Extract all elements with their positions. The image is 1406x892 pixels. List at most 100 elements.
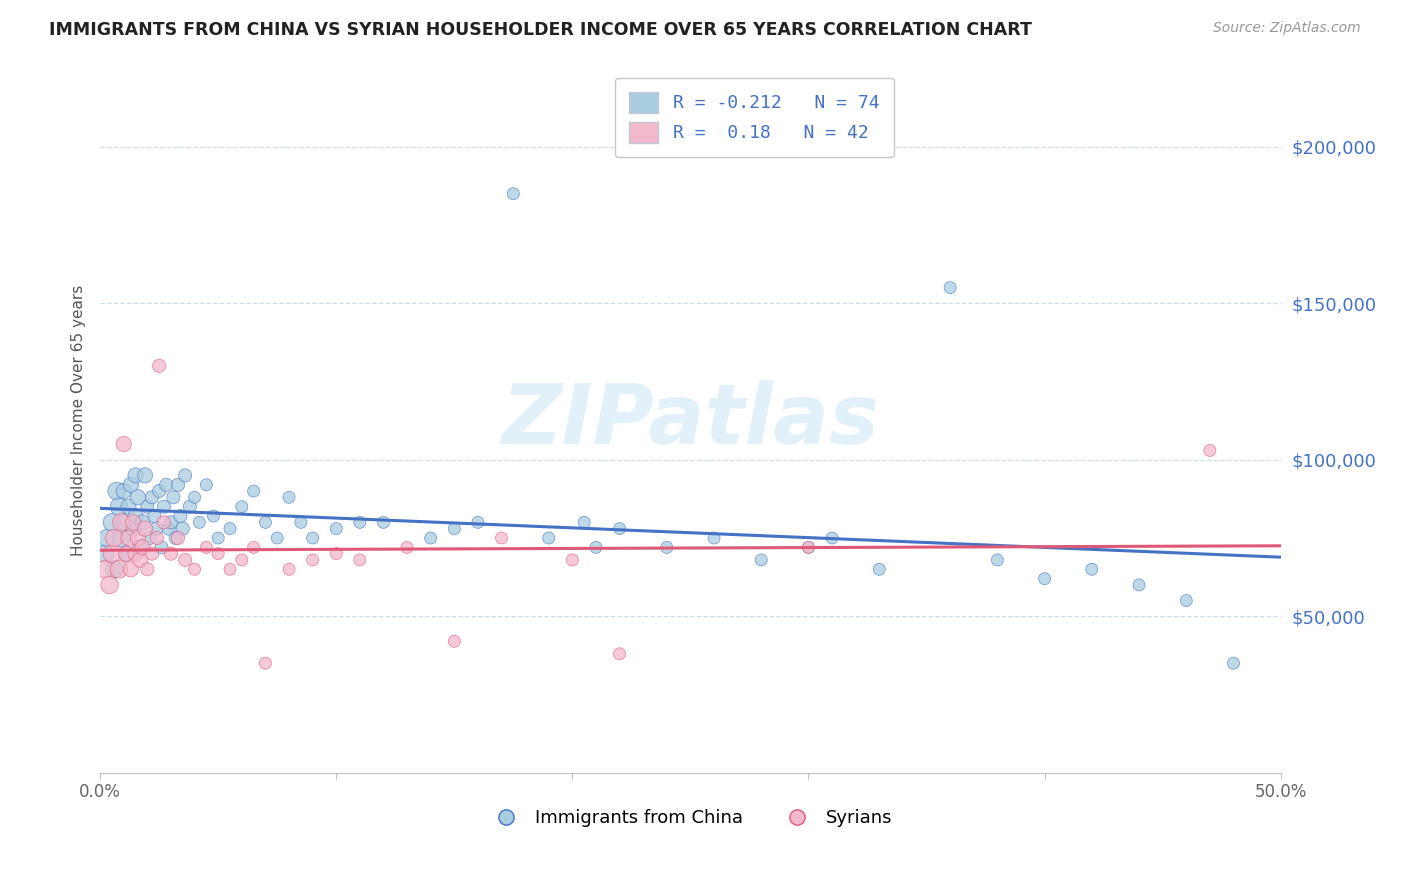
Point xyxy=(174,553,197,567)
Point xyxy=(124,468,146,483)
Text: ZIPatlas: ZIPatlas xyxy=(502,380,879,461)
Point xyxy=(117,531,139,545)
Point xyxy=(136,500,159,514)
Point xyxy=(443,634,465,648)
Point xyxy=(169,509,191,524)
Point xyxy=(231,553,253,567)
Point xyxy=(162,491,184,505)
Point xyxy=(174,468,197,483)
Point xyxy=(110,531,132,545)
Point xyxy=(94,562,117,576)
Point xyxy=(146,522,169,536)
Point xyxy=(141,491,163,505)
Point xyxy=(108,500,131,514)
Point xyxy=(143,509,166,524)
Point xyxy=(195,477,218,491)
Point xyxy=(290,516,312,530)
Point xyxy=(183,562,205,576)
Point xyxy=(122,516,145,530)
Point xyxy=(219,522,242,536)
Point xyxy=(797,541,820,555)
Point xyxy=(1033,572,1056,586)
Point xyxy=(939,280,962,294)
Point xyxy=(150,541,173,555)
Point xyxy=(868,562,890,576)
Legend: Immigrants from China, Syrians: Immigrants from China, Syrians xyxy=(481,802,900,834)
Point xyxy=(202,509,225,524)
Point xyxy=(96,531,118,545)
Point xyxy=(105,484,128,499)
Point xyxy=(148,484,170,499)
Point xyxy=(103,531,125,545)
Point xyxy=(153,500,176,514)
Text: Source: ZipAtlas.com: Source: ZipAtlas.com xyxy=(1213,21,1361,36)
Point xyxy=(325,522,347,536)
Point xyxy=(120,562,142,576)
Point xyxy=(115,547,138,561)
Point xyxy=(231,500,253,514)
Point xyxy=(349,553,371,567)
Point xyxy=(986,553,1008,567)
Point xyxy=(122,522,145,536)
Point xyxy=(112,484,135,499)
Point xyxy=(131,541,153,555)
Point xyxy=(749,553,772,567)
Point xyxy=(183,491,205,505)
Point xyxy=(117,500,139,514)
Point xyxy=(179,500,201,514)
Point xyxy=(165,531,187,545)
Point xyxy=(103,562,125,576)
Point xyxy=(112,437,135,451)
Point xyxy=(155,477,177,491)
Point xyxy=(172,522,194,536)
Point xyxy=(101,547,124,561)
Point xyxy=(419,531,441,545)
Point xyxy=(561,553,583,567)
Point xyxy=(537,531,560,545)
Point xyxy=(134,522,156,536)
Point xyxy=(127,491,149,505)
Point xyxy=(101,516,124,530)
Point xyxy=(797,541,820,555)
Point xyxy=(207,531,229,545)
Point xyxy=(242,541,264,555)
Y-axis label: Householder Income Over 65 years: Householder Income Over 65 years xyxy=(72,285,86,557)
Point xyxy=(112,516,135,530)
Point xyxy=(124,547,146,561)
Point xyxy=(301,531,323,545)
Point xyxy=(146,531,169,545)
Point xyxy=(254,656,277,670)
Point xyxy=(110,516,132,530)
Point xyxy=(167,477,190,491)
Text: IMMIGRANTS FROM CHINA VS SYRIAN HOUSEHOLDER INCOME OVER 65 YEARS CORRELATION CHA: IMMIGRANTS FROM CHINA VS SYRIAN HOUSEHOL… xyxy=(49,21,1032,39)
Point xyxy=(821,531,844,545)
Point xyxy=(188,516,211,530)
Point xyxy=(138,531,160,545)
Point xyxy=(349,516,371,530)
Point xyxy=(242,484,264,499)
Point xyxy=(1222,656,1244,670)
Point xyxy=(373,516,395,530)
Point xyxy=(502,186,524,201)
Point xyxy=(254,516,277,530)
Point xyxy=(1081,562,1104,576)
Point xyxy=(396,541,419,555)
Point xyxy=(98,578,121,592)
Point xyxy=(1128,578,1150,592)
Point xyxy=(325,547,347,561)
Point xyxy=(1199,443,1222,458)
Point xyxy=(127,531,149,545)
Point xyxy=(129,541,152,555)
Point xyxy=(148,359,170,373)
Point xyxy=(207,547,229,561)
Point xyxy=(219,562,242,576)
Point xyxy=(136,562,159,576)
Point xyxy=(467,516,489,530)
Point xyxy=(157,522,180,536)
Point xyxy=(572,516,595,530)
Point xyxy=(278,562,301,576)
Point xyxy=(195,541,218,555)
Point xyxy=(124,509,146,524)
Point xyxy=(129,553,152,567)
Point xyxy=(131,516,153,530)
